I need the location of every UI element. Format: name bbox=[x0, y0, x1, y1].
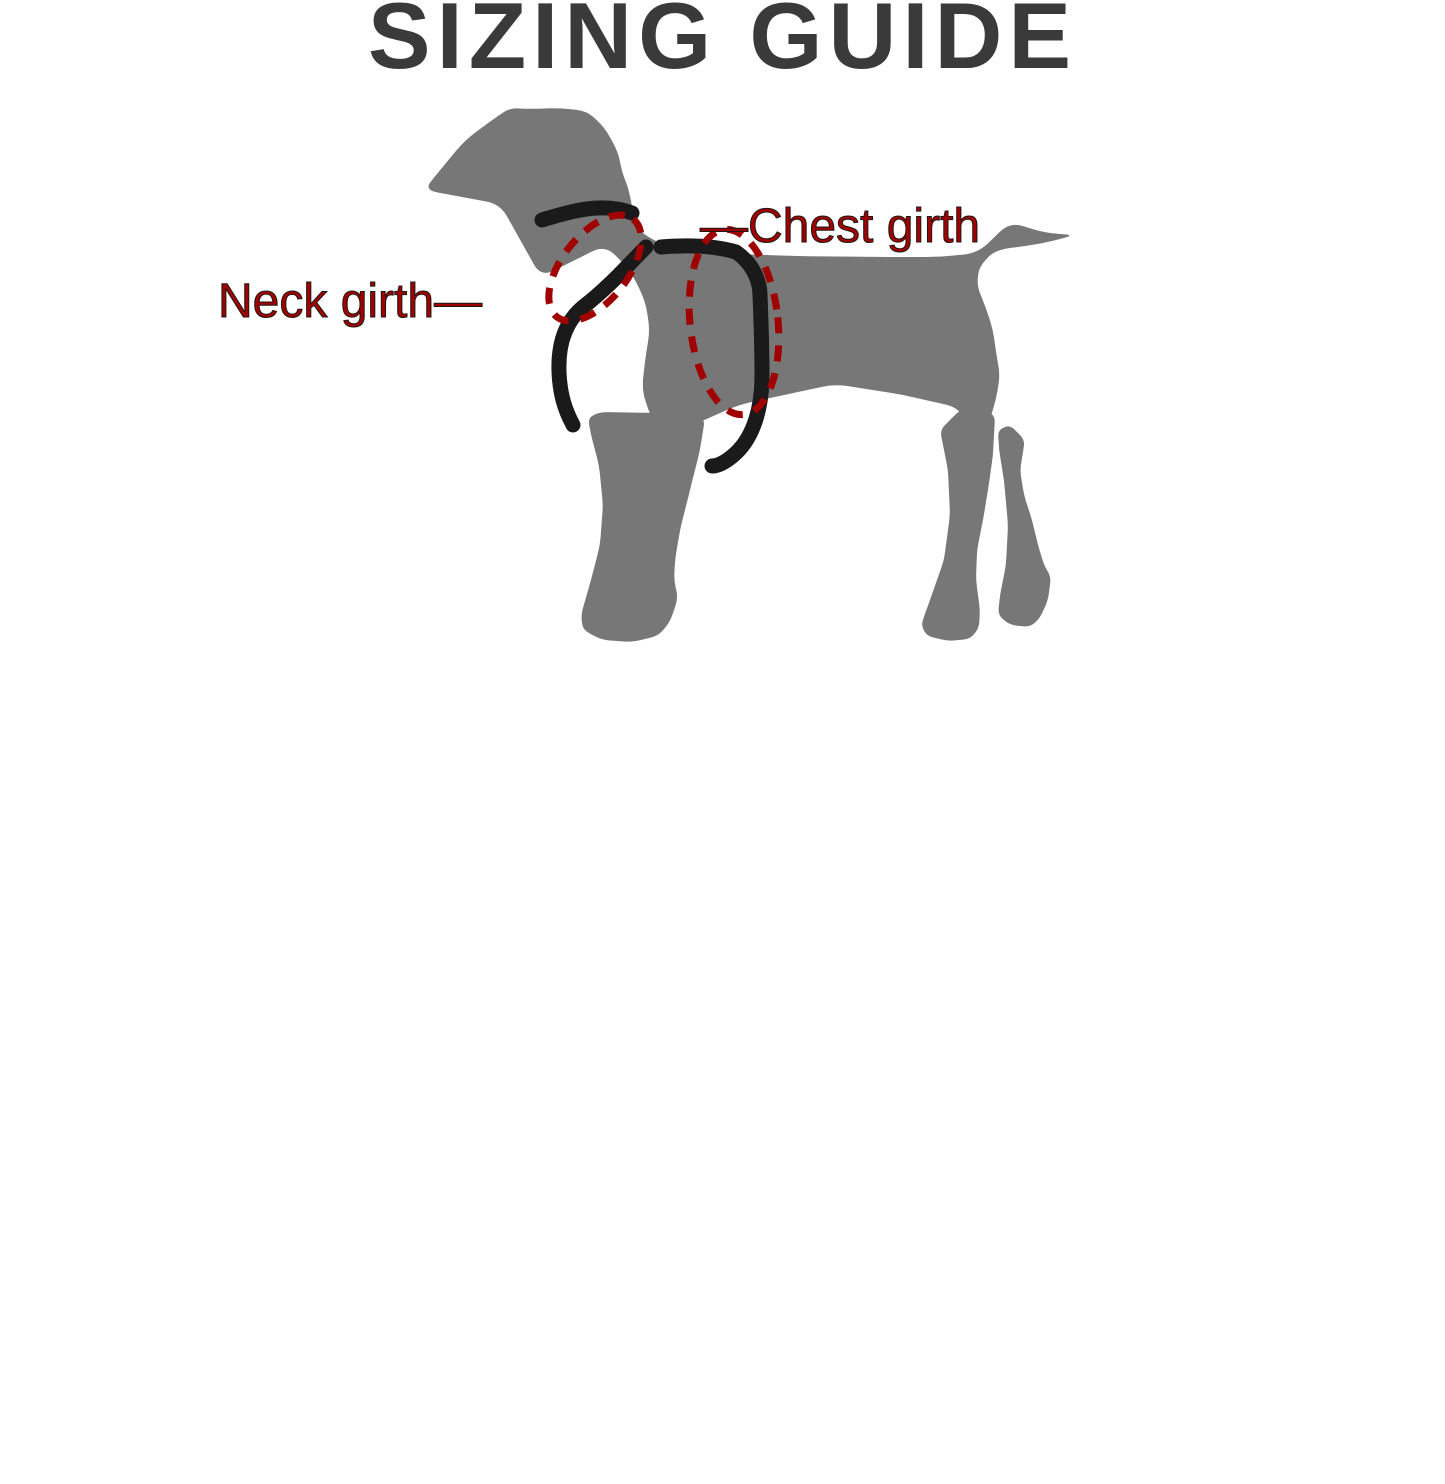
svg-text:—Chest girth: —Chest girth bbox=[700, 200, 980, 253]
svg-text:Neck girth—: Neck girth— bbox=[218, 275, 482, 328]
